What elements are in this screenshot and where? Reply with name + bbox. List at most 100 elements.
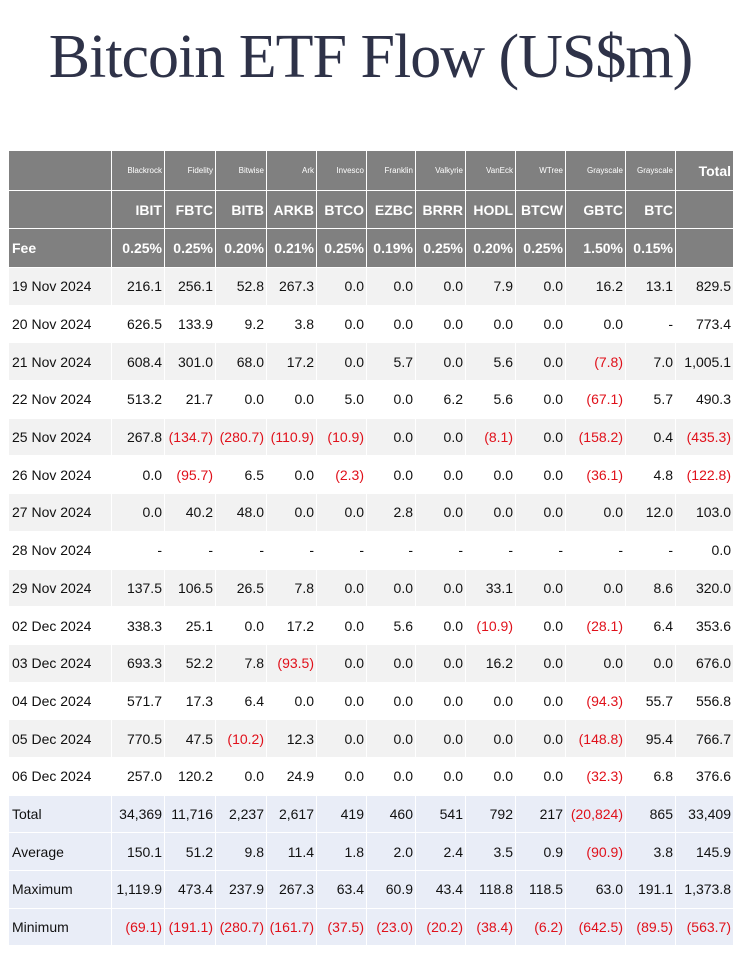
flow-value: 0.0: [415, 606, 466, 645]
ticker: GBTC: [565, 190, 626, 229]
flow-value: 13.1: [625, 267, 676, 306]
flow-value: 0.0: [515, 455, 566, 495]
summary-value: (563.7): [675, 907, 734, 947]
date: 27 Nov 2024: [8, 493, 112, 532]
issuer-name: Grayscale: [625, 150, 676, 191]
flow-value: 0.0: [316, 493, 367, 532]
flow-value: (67.1): [565, 380, 626, 419]
flow-value: 55.7: [625, 681, 676, 721]
summary-value: 2,617: [266, 794, 317, 834]
etf-flow-table: Blackrock Fidelity Bitwise Ark Invesco Frankl…: [8, 150, 734, 947]
flow-value: 0.0: [366, 643, 416, 683]
ticker: BTCW: [515, 190, 566, 229]
flow-value: 267.8: [111, 417, 165, 457]
summary-value: 60.9: [366, 870, 416, 909]
summary-label: Average: [8, 832, 112, 871]
flow-value: -: [515, 530, 566, 570]
date: 02 Dec 2024: [8, 606, 112, 645]
flow-value: 68.0: [215, 342, 267, 382]
summary-value: 460: [366, 794, 416, 834]
date: 06 Dec 2024: [8, 756, 112, 796]
flow-row: 06 Dec 2024 257.0 120.2 0.0 24.9 0.0 0.0 0.0 0.0…: [8, 756, 734, 796]
flow-value: 766.7: [675, 719, 734, 758]
date: 28 Nov 2024: [8, 530, 112, 570]
flow-value: 0.0: [316, 719, 367, 758]
date: 19 Nov 2024: [8, 267, 112, 306]
flow-value: 626.5: [111, 304, 165, 344]
flow-value: 0.0: [316, 568, 367, 608]
flow-value: 676.0: [675, 643, 734, 683]
ticker: EZBC: [366, 190, 416, 229]
summary-value: 541: [415, 794, 466, 834]
flow-value: 0.0: [366, 568, 416, 608]
flow-value: 25.1: [164, 606, 216, 645]
flow-value: 0.0: [515, 681, 566, 721]
flow-value: 0.0: [415, 756, 466, 796]
flow-value: 0.0: [465, 493, 516, 532]
flow-value: 17.3: [164, 681, 216, 721]
flow-value: 0.0: [366, 304, 416, 344]
flow-value: 0.0: [625, 643, 676, 683]
flow-value: 137.5: [111, 568, 165, 608]
flow-value: 0.0: [366, 455, 416, 495]
summary-value: (161.7): [266, 907, 317, 947]
flow-value: 0.0: [515, 304, 566, 344]
summary-label: Maximum: [8, 870, 112, 909]
flow-value: 0.0: [111, 455, 165, 495]
summary-value: 63.0: [565, 870, 626, 909]
flow-value: (134.7): [164, 417, 216, 457]
date: 03 Dec 2024: [8, 643, 112, 683]
flow-value: 17.2: [266, 342, 317, 382]
flow-value: 7.9: [465, 267, 516, 306]
flow-row: 19 Nov 2024 216.1 256.1 52.8 267.3 0.0 0.0 0.0 7…: [8, 267, 734, 306]
flow-value: 0.0: [515, 417, 566, 457]
flow-value: (435.3): [675, 417, 734, 457]
flow-value: 301.0: [164, 342, 216, 382]
summary-value: 2.4: [415, 832, 466, 871]
flow-row: 22 Nov 2024 513.2 21.7 0.0 0.0 5.0 0.0 6.2 5.6 0.…: [8, 380, 734, 419]
flow-value: 0.0: [565, 493, 626, 532]
flow-row: 26 Nov 2024 0.0 (95.7) 6.5 0.0 (2.3) 0.0 0.0 0.0…: [8, 455, 734, 495]
flow-row: 02 Dec 2024 338.3 25.1 0.0 17.2 0.0 5.6 0.0 (10.…: [8, 606, 734, 645]
total-header: Total: [675, 150, 734, 191]
flow-value: 0.0: [316, 606, 367, 645]
flow-value: -: [366, 530, 416, 570]
flow-value: 1,005.1: [675, 342, 734, 382]
flow-value: -: [565, 530, 626, 570]
flow-value: 0.0: [415, 719, 466, 758]
flow-value: 133.9: [164, 304, 216, 344]
flow-value: 0.0: [266, 681, 317, 721]
flow-value: 0.0: [565, 304, 626, 344]
flow-value: 0.0: [316, 304, 367, 344]
flow-value: 770.5: [111, 719, 165, 758]
flow-value: 26.5: [215, 568, 267, 608]
summary-value: 34,369: [111, 794, 165, 834]
flow-value: 5.0: [316, 380, 367, 419]
ticker: FBTC: [164, 190, 216, 229]
flow-value: 0.0: [515, 568, 566, 608]
fee-value: 0.25%: [111, 228, 165, 268]
flow-value: 0.0: [366, 267, 416, 306]
flow-value: 16.2: [565, 267, 626, 306]
fee-value: 0.25%: [415, 228, 466, 268]
summary-value: 11,716: [164, 794, 216, 834]
ticker: BRRR: [415, 190, 466, 229]
flow-value: 338.3: [111, 606, 165, 645]
flow-value: 24.9: [266, 756, 317, 796]
flow-value: 0.0: [565, 568, 626, 608]
ticker: BITB: [215, 190, 267, 229]
flow-value: 608.4: [111, 342, 165, 382]
page-title: Bitcoin ETF Flow (US$m): [48, 23, 694, 91]
flow-value: 6.4: [625, 606, 676, 645]
summary-value: (20.2): [415, 907, 466, 947]
fee-value: 0.19%: [366, 228, 416, 268]
flow-value: 0.0: [515, 643, 566, 683]
summary-value: (642.5): [565, 907, 626, 947]
summary-value: 191.1: [625, 870, 676, 909]
summary-value: (6.2): [515, 907, 566, 947]
flow-value: 376.6: [675, 756, 734, 796]
flow-value: (93.5): [266, 643, 317, 683]
flow-value: 40.2: [164, 493, 216, 532]
issuer-name: Fidelity: [164, 150, 216, 191]
flow-value: 5.7: [366, 342, 416, 382]
